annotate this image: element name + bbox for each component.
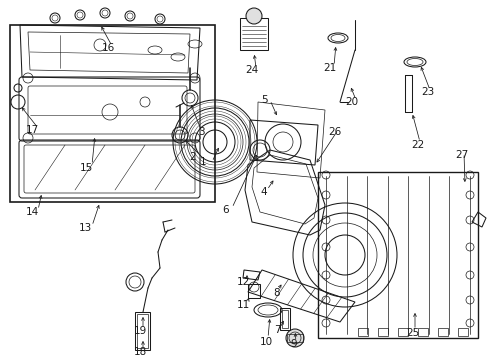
Text: 20: 20 xyxy=(345,97,358,107)
Bar xyxy=(317,172,477,338)
Text: 13: 13 xyxy=(78,223,91,233)
Bar xyxy=(137,314,148,348)
Text: 27: 27 xyxy=(454,150,468,160)
Bar xyxy=(437,328,447,336)
Bar xyxy=(280,308,289,330)
Text: 23: 23 xyxy=(421,87,434,97)
Text: 11: 11 xyxy=(236,300,249,310)
Bar xyxy=(282,310,287,328)
Circle shape xyxy=(285,329,304,347)
Text: 10: 10 xyxy=(259,337,272,347)
Text: 5: 5 xyxy=(260,95,267,105)
Bar xyxy=(240,18,267,50)
Text: 8: 8 xyxy=(273,288,280,298)
Text: 15: 15 xyxy=(79,163,92,173)
Text: 6: 6 xyxy=(222,205,229,215)
Bar xyxy=(417,328,427,336)
Text: 22: 22 xyxy=(410,140,424,150)
Text: 21: 21 xyxy=(323,63,336,73)
Text: 16: 16 xyxy=(101,43,114,53)
Text: 19: 19 xyxy=(133,326,146,336)
Text: 2: 2 xyxy=(189,152,196,162)
Text: 25: 25 xyxy=(406,328,419,338)
Text: 12: 12 xyxy=(236,277,249,287)
Text: 18: 18 xyxy=(133,347,146,357)
Text: 26: 26 xyxy=(328,127,341,137)
Bar xyxy=(286,334,303,342)
Text: 7: 7 xyxy=(273,325,280,335)
Text: 24: 24 xyxy=(245,65,258,75)
Bar xyxy=(377,328,387,336)
Bar xyxy=(357,328,367,336)
Bar xyxy=(247,284,260,298)
Text: 4: 4 xyxy=(260,187,267,197)
Text: 3: 3 xyxy=(197,127,204,137)
Bar xyxy=(135,312,150,350)
Bar xyxy=(10,25,215,202)
Text: 1: 1 xyxy=(199,157,206,167)
Text: 9: 9 xyxy=(290,339,297,349)
Circle shape xyxy=(245,8,262,24)
Text: 17: 17 xyxy=(25,125,39,135)
Text: 14: 14 xyxy=(25,207,39,217)
Bar xyxy=(397,328,407,336)
Bar xyxy=(457,328,467,336)
